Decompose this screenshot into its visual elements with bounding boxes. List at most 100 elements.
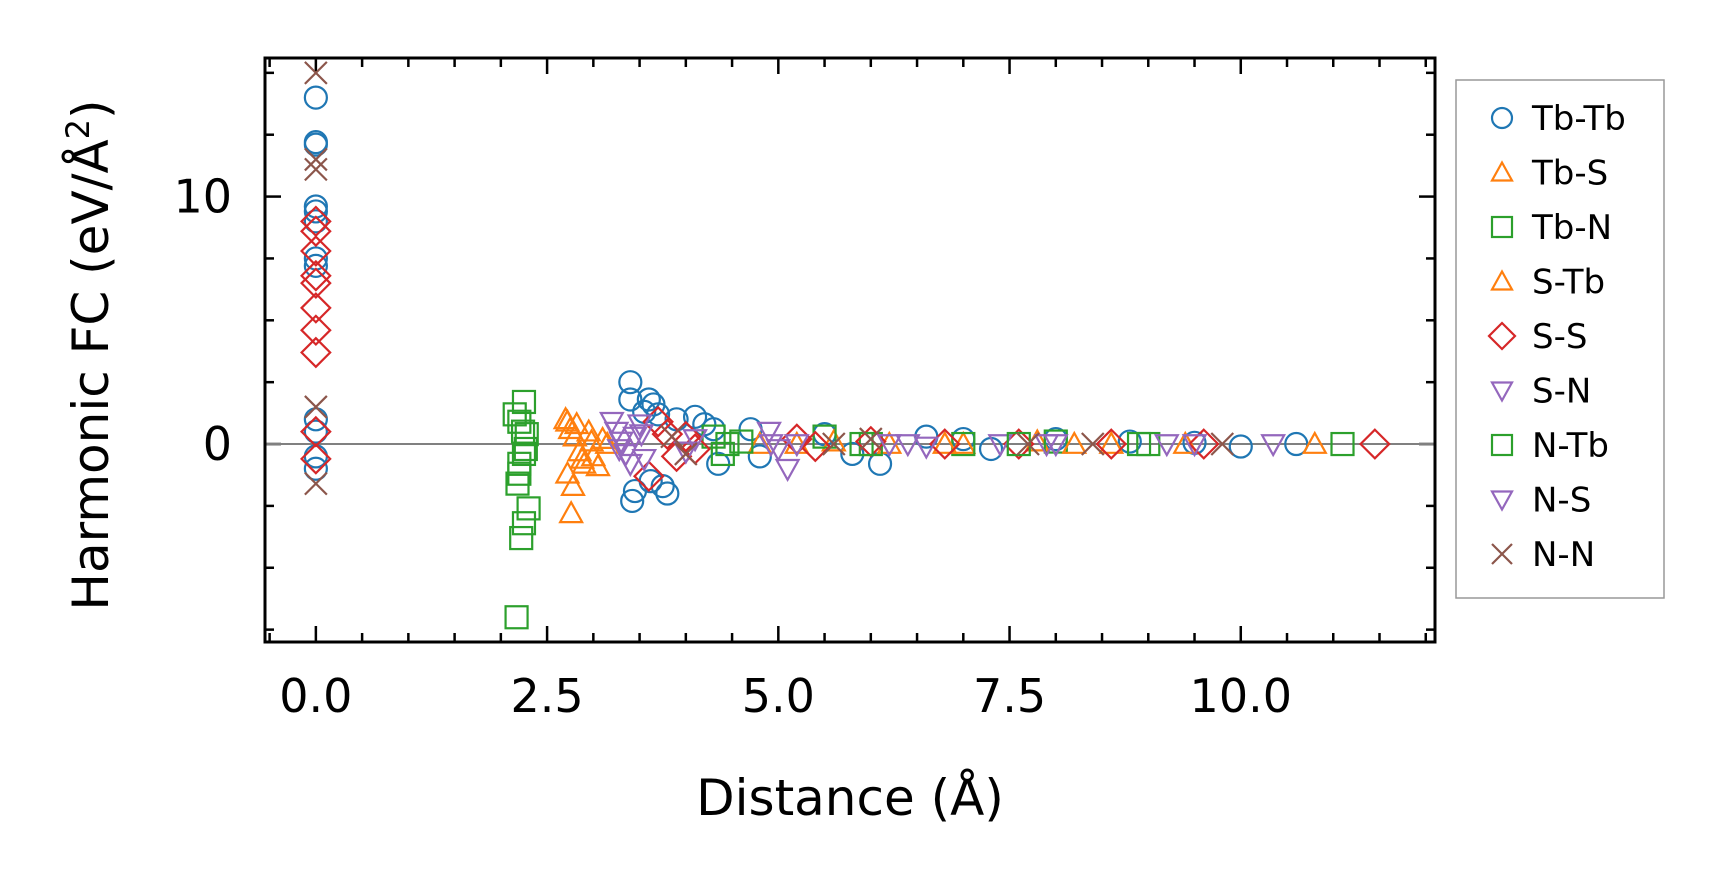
- data-points: [300, 61, 1391, 630]
- point-tb-s: [575, 418, 602, 442]
- point-tb-tb: [1228, 434, 1253, 459]
- point-s-s: [300, 235, 332, 267]
- point-tb-n: [729, 429, 754, 454]
- point-tb-tb: [618, 387, 643, 412]
- point-s-n: [876, 434, 903, 458]
- point-s-n: [913, 436, 940, 460]
- point-n-tb: [1006, 431, 1031, 457]
- point-tb-tb: [303, 209, 328, 234]
- point-n-n-stroke: [1210, 432, 1235, 456]
- point-s-n: [631, 448, 658, 473]
- legend-label-s-tb: S-Tb: [1532, 263, 1605, 303]
- point-n-s: [628, 424, 655, 448]
- point-n-n: [304, 157, 328, 182]
- point-n-n-stroke: [1016, 432, 1040, 456]
- point-tb-n: [812, 424, 837, 449]
- point-s-s: [1187, 428, 1220, 460]
- point-s-s: [799, 430, 832, 463]
- point-tb-s: [1098, 430, 1125, 454]
- point-s-tb: [1061, 430, 1088, 454]
- legend-marker-s-s: [1487, 321, 1517, 351]
- legend: Tb-Tb Tb-S Tb-N S-Tb S-S S-N N-Tb N-S N-N: [1455, 79, 1665, 599]
- legend-label-n-s: N-S: [1532, 481, 1591, 521]
- x-tick-label: 0.0: [279, 669, 352, 723]
- x-tick-label: 2.5: [511, 669, 584, 723]
- x-axis-label: Distance (Å): [696, 769, 1004, 827]
- point-tb-n: [509, 525, 534, 551]
- point-n-s: [1181, 434, 1208, 458]
- legend-marker-n-tb: [1490, 433, 1514, 457]
- point-tb-tb: [303, 85, 328, 110]
- point-tb-s: [554, 460, 581, 484]
- point-s-s: [300, 292, 332, 324]
- point-n-n-stroke: [859, 427, 883, 451]
- point-s-n: [1153, 434, 1180, 458]
- point-n-tb: [849, 431, 874, 457]
- point-n-n-stroke: [1081, 432, 1105, 456]
- point-tb-s: [820, 428, 847, 452]
- x-tick-label: 10.0: [1190, 669, 1292, 723]
- point-tb-tb: [303, 199, 328, 224]
- point-n-n-stroke: [304, 147, 328, 172]
- point-tb-tb: [1284, 431, 1309, 457]
- plot-frame: [263, 56, 1437, 644]
- point-s-tb: [578, 428, 605, 452]
- point-tb-tb: [303, 132, 328, 157]
- y-axis-label-main: Harmonic FC (eV/Å: [62, 139, 120, 610]
- y-tick-label: 0: [203, 417, 232, 471]
- point-tb-n: [710, 441, 735, 467]
- legend-label-n-tb: N-Tb: [1532, 426, 1609, 466]
- point-tb-n: [505, 471, 530, 496]
- point-s-tb: [931, 430, 958, 454]
- y-axis-label-superscript: 2: [59, 119, 97, 139]
- point-n-n: [304, 395, 328, 419]
- point-n-n: [1081, 432, 1105, 456]
- point-n-n: [1016, 432, 1040, 456]
- point-tb-tb: [303, 253, 328, 278]
- point-n-n: [660, 424, 684, 449]
- point-tb-s: [1301, 430, 1328, 454]
- point-n-n: [859, 427, 883, 451]
- point-s-s: [300, 336, 332, 369]
- legend-marker-s-n: [1490, 381, 1514, 403]
- y-tick-labels: 0 10: [173, 170, 232, 471]
- point-tb-s: [558, 500, 585, 524]
- point-n-tb: [510, 419, 536, 444]
- point-s-n: [987, 434, 1014, 458]
- legend-label-tb-n: Tb-N: [1531, 208, 1612, 248]
- point-s-n: [774, 458, 801, 483]
- y-tick-label: 10: [173, 170, 232, 224]
- point-n-tb: [507, 451, 532, 476]
- point-s-s: [651, 418, 684, 450]
- point-tb-n: [507, 409, 532, 434]
- point-tb-n: [514, 422, 539, 447]
- point-s-tb: [554, 408, 581, 432]
- point-tb-n: [1330, 431, 1355, 457]
- point-n-n: [304, 471, 328, 496]
- point-tb-n: [951, 431, 976, 457]
- point-n-n-stroke: [304, 157, 328, 182]
- legend-marker-tb-n: [1490, 215, 1514, 239]
- point-tb-tb: [1117, 429, 1142, 454]
- point-n-n: [304, 61, 328, 85]
- point-n-n: [674, 442, 698, 466]
- legend-marker-n-s: [1490, 490, 1514, 512]
- point-tb-s: [560, 472, 586, 497]
- point-tb-n: [516, 496, 541, 521]
- x-tick-label: 5.0: [742, 669, 815, 723]
- point-n-s: [1033, 434, 1060, 458]
- point-s-s: [632, 460, 665, 493]
- point-s-n: [608, 431, 634, 455]
- point-n-n-stroke: [304, 471, 328, 496]
- point-tb-tb: [706, 451, 731, 476]
- point-s-tb: [594, 430, 621, 454]
- point-tb-n: [504, 605, 529, 630]
- point-tb-n: [511, 389, 537, 415]
- point-n-n: [822, 432, 846, 456]
- point-s-n: [756, 421, 782, 445]
- point-n-n-stroke: [674, 442, 698, 466]
- x-tick-label: 7.5: [973, 669, 1046, 723]
- point-n-n: [1210, 432, 1235, 456]
- point-n-n-stroke: [304, 395, 328, 419]
